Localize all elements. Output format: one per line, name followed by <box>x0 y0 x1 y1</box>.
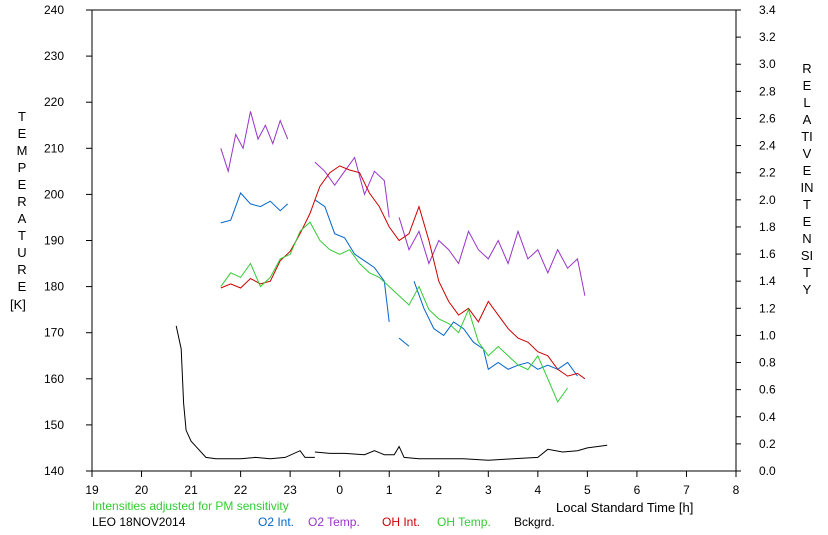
right-tick-label: 0.4 <box>759 410 776 424</box>
series-line-bckgrd <box>175 325 315 460</box>
left-tick-label: 240 <box>44 3 64 17</box>
left-tick-label: 170 <box>44 326 64 340</box>
right-tick-label: 1.6 <box>759 247 776 261</box>
right-axis-ticks: 0.0 0.2 0.4 0.6 0.8 1.0 1.2 1.4 1.6 1.8 2.0 2.2 2.4 2… <box>736 3 776 478</box>
right-tick-label: 2.6 <box>759 111 776 125</box>
series-line-o2-int <box>220 192 289 224</box>
x-tick-label: 19 <box>85 483 99 497</box>
x-tick-label: 1 <box>386 483 393 497</box>
left-axis-unit: [K] <box>10 297 26 312</box>
left-tick-label: 180 <box>44 280 64 294</box>
right-tick-label: 0.6 <box>759 383 776 397</box>
left-axis-title: TEMPERATURE <box>16 109 28 294</box>
right-tick-label: 1.2 <box>759 301 776 315</box>
x-tick-label: 20 <box>135 483 149 497</box>
series-line-o2-temp <box>220 111 289 174</box>
left-axis-ticks: 140 150 160 170 180 190 200 210 220 230 240 <box>44 3 92 478</box>
x-axis-ticks: 19 20 21 22 23 0 1 2 3 4 5 6 7 8 <box>85 471 740 497</box>
right-tick-label: 2.0 <box>759 193 776 207</box>
x-tick-label: 6 <box>634 483 641 497</box>
left-tick-label: 200 <box>44 187 64 201</box>
x-tick-label: 7 <box>683 483 690 497</box>
right-tick-label: 0.2 <box>759 437 776 451</box>
x-tick-label: 3 <box>485 483 492 497</box>
right-tick-label: 1.0 <box>759 328 776 342</box>
legend-o2-temp: O2 Temp. <box>308 515 360 529</box>
right-tick-label: 3.4 <box>759 3 776 17</box>
pm-sensitivity-note: Intensities adjusted for PM sensitivity <box>92 499 289 513</box>
series-line-oh-int <box>220 165 586 380</box>
x-tick-label: 23 <box>283 483 297 497</box>
right-tick-label: 2.4 <box>759 139 776 153</box>
x-tick-label: 4 <box>535 483 542 497</box>
left-tick-label: 190 <box>44 234 64 248</box>
station-date-label: LEO 18NOV2014 <box>92 515 186 529</box>
series-line-o2-int <box>413 281 578 377</box>
x-axis-title: Local Standard Time [h] <box>556 500 694 515</box>
series-line-o2-temp <box>398 217 586 296</box>
x-tick-label: 21 <box>184 483 198 497</box>
x-tick-label: 2 <box>435 483 442 497</box>
legend-background: Bckgrd. <box>514 515 555 529</box>
right-tick-label: 2.8 <box>759 84 776 98</box>
series-line-bckgrd <box>314 444 608 461</box>
right-tick-label: 3.2 <box>759 30 776 44</box>
legend-oh-int: OH Int. <box>382 515 421 529</box>
legend-o2-int: O2 Int. <box>258 515 295 529</box>
left-tick-label: 150 <box>44 418 64 432</box>
right-tick-label: 2.2 <box>759 166 776 180</box>
x-tick-label: 0 <box>336 483 343 497</box>
series-line-o2-int <box>398 337 410 347</box>
right-tick-label: 0.8 <box>759 356 776 370</box>
series-line-oh-temp <box>220 221 569 403</box>
right-tick-label: 1.4 <box>759 274 776 288</box>
right-axis-title: RELATIVE INTENSITY <box>800 61 815 297</box>
left-tick-label: 210 <box>44 141 64 155</box>
left-tick-label: 140 <box>44 464 64 478</box>
legend-oh-temp: OH Temp. <box>437 515 491 529</box>
right-tick-label: 3.0 <box>759 57 776 71</box>
x-tick-label: 22 <box>234 483 248 497</box>
x-tick-label: 5 <box>584 483 591 497</box>
left-tick-label: 220 <box>44 95 64 109</box>
series-line-o2-temp <box>314 156 390 218</box>
series-lines <box>175 111 608 461</box>
right-tick-label: 0.0 <box>759 464 776 478</box>
series-line-o2-int <box>314 199 390 322</box>
left-tick-label: 160 <box>44 372 64 386</box>
left-tick-label: 230 <box>44 49 64 63</box>
right-tick-label: 1.8 <box>759 220 776 234</box>
x-tick-label: 8 <box>733 483 740 497</box>
